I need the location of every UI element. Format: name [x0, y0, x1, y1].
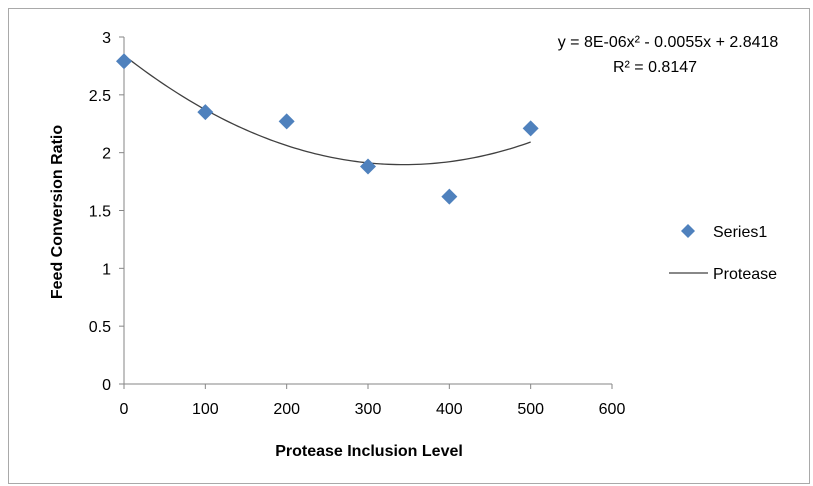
y-axis-title: Feed Conversion Ratio — [49, 125, 66, 299]
x-tick-label: 500 — [517, 401, 544, 418]
series1-points — [116, 53, 539, 205]
chart-frame — [8, 8, 810, 484]
legend-item-protease: Protease — [669, 266, 777, 283]
y-tick-label: 2.5 — [89, 88, 111, 105]
y-tick-label: 3 — [102, 30, 111, 47]
data-point-diamond — [197, 104, 214, 121]
x-tick-label: 200 — [273, 401, 300, 418]
y-tick-label: 2 — [102, 146, 111, 163]
x-tick-label: 300 — [355, 401, 382, 418]
x-ticks: 0 100 200 300 400 500 600 — [120, 384, 626, 418]
legend-item-series1: Series1 — [681, 224, 767, 241]
x-tick-label: 0 — [120, 401, 129, 418]
y-tick-label: 1.5 — [89, 204, 111, 221]
diamond-marker-icon — [681, 224, 695, 238]
data-point-diamond — [441, 188, 458, 205]
trendline-equation: y = 8E-06x² - 0.0055x + 2.8418 — [558, 34, 779, 51]
y-tick-label: 0.5 — [89, 319, 111, 336]
y-tick-label: 0 — [102, 377, 111, 394]
legend: Series1 Protease — [669, 224, 777, 283]
legend-label-series1: Series1 — [713, 224, 767, 241]
x-axis-title: Protease Inclusion Level — [275, 443, 463, 460]
x-tick-label: 400 — [436, 401, 463, 418]
trendline-protease — [123, 54, 531, 166]
x-tick-label: 100 — [192, 401, 219, 418]
data-point-diamond — [116, 53, 132, 70]
data-point-diamond — [360, 158, 376, 175]
y-tick-label: 1 — [102, 261, 111, 278]
legend-label-protease: Protease — [713, 266, 777, 283]
data-point-diamond — [278, 113, 295, 130]
x-tick-label: 600 — [599, 401, 626, 418]
y-ticks: 0 0.5 1 1.5 2 2.5 3 — [89, 30, 124, 394]
trendline-r-squared: R² = 0.8147 — [613, 59, 697, 76]
data-point-diamond — [522, 120, 539, 137]
